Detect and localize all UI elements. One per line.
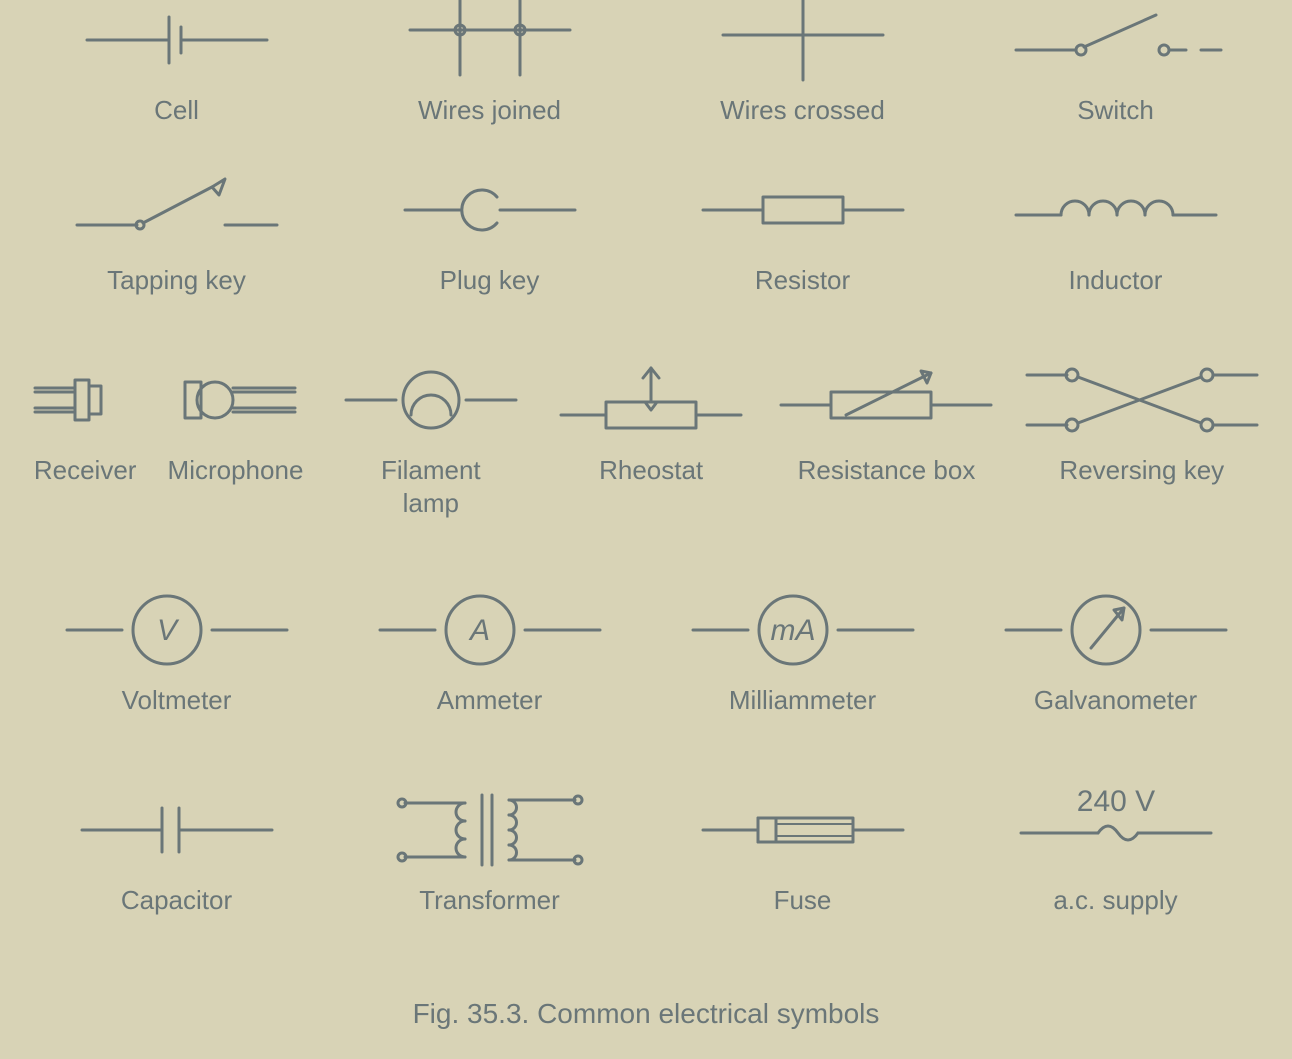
figure-caption: Fig. 35.3. Common electrical symbols xyxy=(20,998,1272,1030)
receiver-label: Receiver xyxy=(34,454,137,487)
svg-text:mA: mA xyxy=(770,614,815,647)
filament-lamp-label: Filamentlamp xyxy=(381,454,481,519)
fuse-label: Fuse xyxy=(774,884,832,917)
milliammeter-label: Milliammeter xyxy=(729,684,876,717)
inductor-label: Inductor xyxy=(1069,264,1163,297)
symbol-cell: Cell xyxy=(67,0,287,127)
voltmeter-label: Voltmeter xyxy=(122,684,232,717)
symbol-transformer: Transformer xyxy=(380,790,600,917)
fuse-icon xyxy=(693,790,913,870)
receiver-icon xyxy=(30,360,140,440)
symbol-filament-lamp: Filamentlamp xyxy=(331,360,531,519)
cell-label: Cell xyxy=(154,94,199,127)
reversing-key-label: Reversing key xyxy=(1059,454,1224,487)
plug-key-icon xyxy=(380,170,600,250)
symbol-capacitor: Capacitor xyxy=(67,790,287,917)
transformer-icon xyxy=(380,790,600,870)
voltmeter-icon: V xyxy=(67,590,287,670)
capacitor-label: Capacitor xyxy=(121,884,232,917)
switch-icon xyxy=(1006,0,1226,80)
cell-icon xyxy=(67,0,287,80)
symbol-ac-supply: 240 V a.c. supply xyxy=(1006,790,1226,917)
ammeter-icon: A xyxy=(380,590,600,670)
symbol-resistor: Resistor xyxy=(693,170,913,297)
ammeter-label: Ammeter xyxy=(437,684,542,717)
resistor-label: Resistor xyxy=(755,264,850,297)
symbol-resistance-box: Resistance box xyxy=(771,360,1001,487)
rheostat-icon xyxy=(551,360,751,440)
symbol-milliammeter: mA Milliammeter xyxy=(693,590,913,717)
wires-joined-icon xyxy=(380,0,600,80)
resistance-box-label: Resistance box xyxy=(798,454,976,487)
symbol-tapping-key: Tapping key xyxy=(67,170,287,297)
symbol-fuse: Fuse xyxy=(693,790,913,917)
filament-lamp-icon xyxy=(331,360,531,440)
plug-key-label: Plug key xyxy=(440,264,540,297)
symbol-ammeter: A Ammeter xyxy=(380,590,600,717)
svg-text:V: V xyxy=(156,614,179,647)
transformer-label: Transformer xyxy=(419,884,560,917)
ac-supply-label: a.c. supply xyxy=(1053,884,1177,917)
symbol-microphone: Microphone xyxy=(160,360,310,487)
milliammeter-icon: mA xyxy=(693,590,913,670)
symbol-wires-joined: Wires joined xyxy=(380,0,600,127)
symbol-plug-key: Plug key xyxy=(380,170,600,297)
galvanometer-label: Galvanometer xyxy=(1034,684,1197,717)
wires-crossed-icon xyxy=(693,0,913,80)
resistor-icon xyxy=(693,170,913,250)
microphone-icon xyxy=(160,360,310,440)
row-3: Receiver Microphone Filamentlamp Rheostat Re… xyxy=(20,360,1272,590)
galvanometer-icon xyxy=(1006,590,1226,670)
symbol-wires-crossed: Wires crossed xyxy=(693,0,913,127)
row-2: Tapping key Plug key Resistor Inductor xyxy=(20,170,1272,360)
microphone-label: Microphone xyxy=(168,454,304,487)
inductor-icon xyxy=(1006,170,1226,250)
symbol-switch: Switch xyxy=(1006,0,1226,127)
reversing-key-icon xyxy=(1022,360,1262,440)
symbol-inductor: Inductor xyxy=(1006,170,1226,297)
svg-text:A: A xyxy=(467,614,489,647)
rheostat-label: Rheostat xyxy=(599,454,703,487)
tapping-key-icon xyxy=(67,170,287,250)
symbol-rheostat: Rheostat xyxy=(551,360,751,487)
row-1: Cell Wires joined Wires crossed Switch xyxy=(20,0,1272,170)
row-4: V Voltmeter A Ammeter mA Milliammeter Galvanom… xyxy=(20,590,1272,790)
ac-supply-icon: 240 V xyxy=(1006,790,1226,870)
wires-crossed-label: Wires crossed xyxy=(720,94,885,127)
symbol-galvanometer: Galvanometer xyxy=(1006,590,1226,717)
tapping-key-label: Tapping key xyxy=(107,264,246,297)
resistance-box-icon xyxy=(771,360,1001,440)
wires-joined-label: Wires joined xyxy=(418,94,561,127)
symbol-voltmeter: V Voltmeter xyxy=(67,590,287,717)
symbol-reversing-key: Reversing key xyxy=(1022,360,1262,487)
switch-label: Switch xyxy=(1077,94,1154,127)
symbol-receiver: Receiver xyxy=(30,360,140,487)
svg-text:240 V: 240 V xyxy=(1076,785,1154,818)
capacitor-icon xyxy=(67,790,287,870)
electrical-symbols-chart: Cell Wires joined Wires crossed Switch Tappi… xyxy=(0,0,1292,1059)
row-5: Capacitor Transformer Fuse 240 V a.c. supply xyxy=(20,790,1272,990)
